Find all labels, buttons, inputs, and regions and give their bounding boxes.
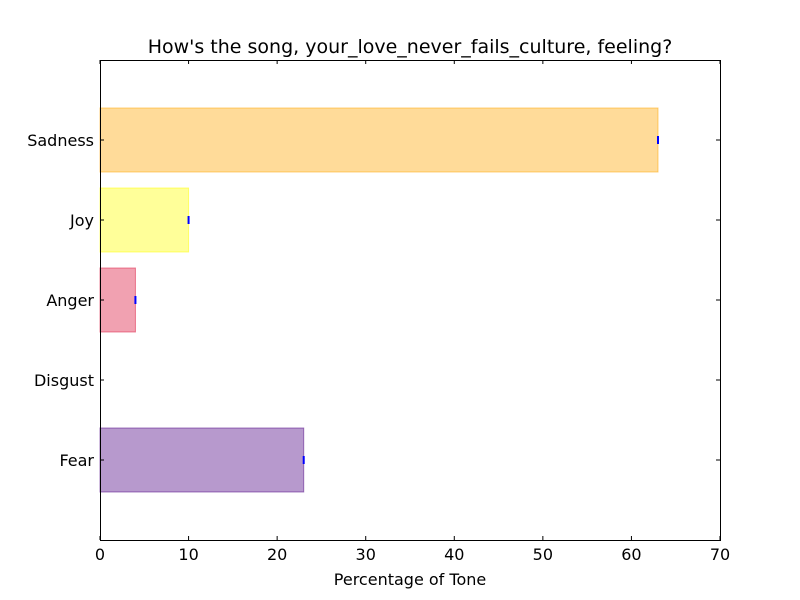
y-tick-label: Anger <box>46 291 94 310</box>
x-tick-label: 70 <box>710 545 730 564</box>
x-tick-label: 60 <box>621 545 641 564</box>
x-tick-label: 0 <box>95 545 105 564</box>
x-tick-label: 30 <box>356 545 376 564</box>
y-tick-label: Disgust <box>34 371 94 390</box>
x-tick-label: 40 <box>444 545 464 564</box>
y-tick-label: Joy <box>69 211 94 230</box>
bar-joy <box>99 187 190 253</box>
y-tick-label: Fear <box>59 451 94 470</box>
x-tick-label: 10 <box>178 545 198 564</box>
x-axis-title: Percentage of Tone <box>334 570 486 589</box>
x-tick-label: 20 <box>267 545 287 564</box>
y-tick-label: Sadness <box>27 131 94 150</box>
bar-anger <box>99 267 136 333</box>
bar-sadness <box>99 107 659 173</box>
bars-layer <box>99 107 659 493</box>
ticks-layer: Sadness Joy Anger Disgust Fear 0 10 20 30 40 50 60 7… <box>27 60 730 564</box>
chart-title: How's the song, your_love_never_fails_cu… <box>148 36 673 58</box>
bar-fear <box>99 427 305 493</box>
x-tick-label: 50 <box>533 545 553 564</box>
